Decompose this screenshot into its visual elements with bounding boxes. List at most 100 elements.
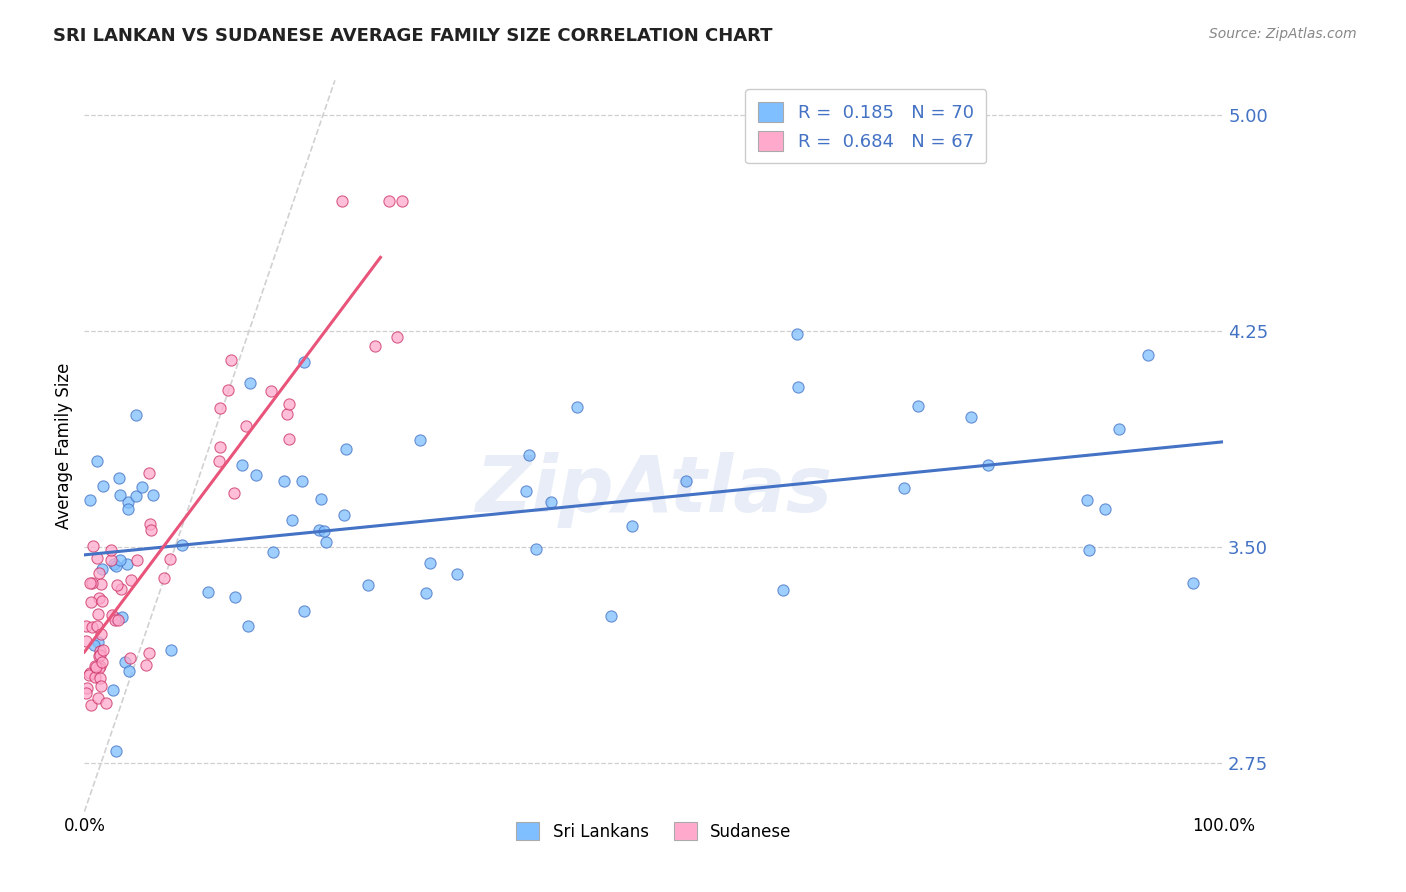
Point — [1077, 543, 1099, 558]
Point — [142, 488, 165, 502]
Point — [79, 665, 101, 680]
Point — [159, 643, 181, 657]
Point — [675, 475, 697, 489]
Point — [91, 594, 114, 608]
Point — [419, 556, 441, 570]
Point — [86, 550, 108, 565]
Point — [94, 696, 117, 710]
Point — [152, 571, 174, 585]
Point — [772, 583, 794, 598]
Point — [75, 619, 97, 633]
Point — [172, 538, 194, 552]
Point — [79, 493, 101, 508]
Point — [308, 523, 330, 537]
Point — [1108, 421, 1130, 435]
Point — [83, 639, 105, 653]
Point — [238, 376, 260, 391]
Point — [117, 495, 139, 509]
Point — [219, 353, 242, 368]
Point — [208, 454, 231, 468]
Point — [276, 407, 298, 421]
Point — [108, 471, 131, 485]
Point — [87, 648, 110, 663]
Point — [600, 609, 623, 624]
Point — [1076, 493, 1098, 508]
Point — [80, 698, 103, 712]
Point — [91, 562, 114, 576]
Point — [91, 655, 114, 669]
Point — [108, 553, 131, 567]
Point — [125, 408, 148, 422]
Point — [409, 433, 432, 447]
Point — [100, 542, 122, 557]
Point — [87, 661, 110, 675]
Point — [86, 454, 108, 468]
Point — [141, 523, 163, 537]
Point — [120, 651, 142, 665]
Point — [278, 433, 301, 447]
Point — [217, 383, 239, 397]
Point — [138, 467, 160, 481]
Point — [117, 664, 139, 678]
Point — [332, 194, 354, 209]
Point — [108, 488, 131, 502]
Point — [312, 524, 335, 538]
Point — [197, 584, 219, 599]
Text: ZipAtlas: ZipAtlas — [475, 452, 832, 528]
Point — [281, 513, 304, 527]
Point — [415, 586, 437, 600]
Point — [87, 591, 110, 606]
Point — [236, 618, 259, 632]
Point — [209, 401, 232, 415]
Point — [1094, 502, 1116, 516]
Point — [524, 541, 547, 556]
Point — [87, 635, 110, 649]
Point — [114, 655, 136, 669]
Point — [105, 558, 128, 573]
Point — [79, 576, 101, 591]
Point — [387, 330, 409, 344]
Point — [87, 607, 110, 621]
Point — [356, 578, 378, 592]
Point — [91, 642, 114, 657]
Point — [101, 607, 124, 622]
Point — [75, 634, 97, 648]
Point — [1182, 576, 1205, 591]
Point — [90, 679, 112, 693]
Point — [135, 658, 157, 673]
Point — [311, 491, 333, 506]
Point — [620, 518, 643, 533]
Point — [907, 400, 929, 414]
Y-axis label: Average Family Size: Average Family Size — [55, 363, 73, 529]
Point — [103, 557, 125, 571]
Point — [105, 744, 128, 758]
Text: Source: ZipAtlas.com: Source: ZipAtlas.com — [1209, 27, 1357, 41]
Point — [77, 668, 100, 682]
Point — [83, 670, 105, 684]
Point — [517, 448, 540, 462]
Point — [76, 681, 98, 695]
Point — [245, 468, 267, 483]
Point — [84, 658, 107, 673]
Point — [110, 582, 132, 596]
Point — [125, 553, 148, 567]
Point — [260, 384, 283, 398]
Point — [1136, 347, 1159, 361]
Point — [89, 659, 111, 673]
Point — [80, 619, 103, 633]
Point — [105, 578, 128, 592]
Point — [89, 671, 111, 685]
Point — [515, 483, 537, 498]
Point — [115, 558, 138, 572]
Point — [117, 502, 139, 516]
Point — [292, 354, 315, 368]
Point — [231, 458, 253, 473]
Point — [111, 609, 134, 624]
Point — [786, 327, 808, 342]
Text: SRI LANKAN VS SUDANESE AVERAGE FAMILY SIZE CORRELATION CHART: SRI LANKAN VS SUDANESE AVERAGE FAMILY SI… — [53, 27, 773, 45]
Point — [90, 626, 112, 640]
Point — [107, 613, 129, 627]
Point — [91, 479, 114, 493]
Point — [787, 379, 810, 393]
Point — [378, 194, 401, 209]
